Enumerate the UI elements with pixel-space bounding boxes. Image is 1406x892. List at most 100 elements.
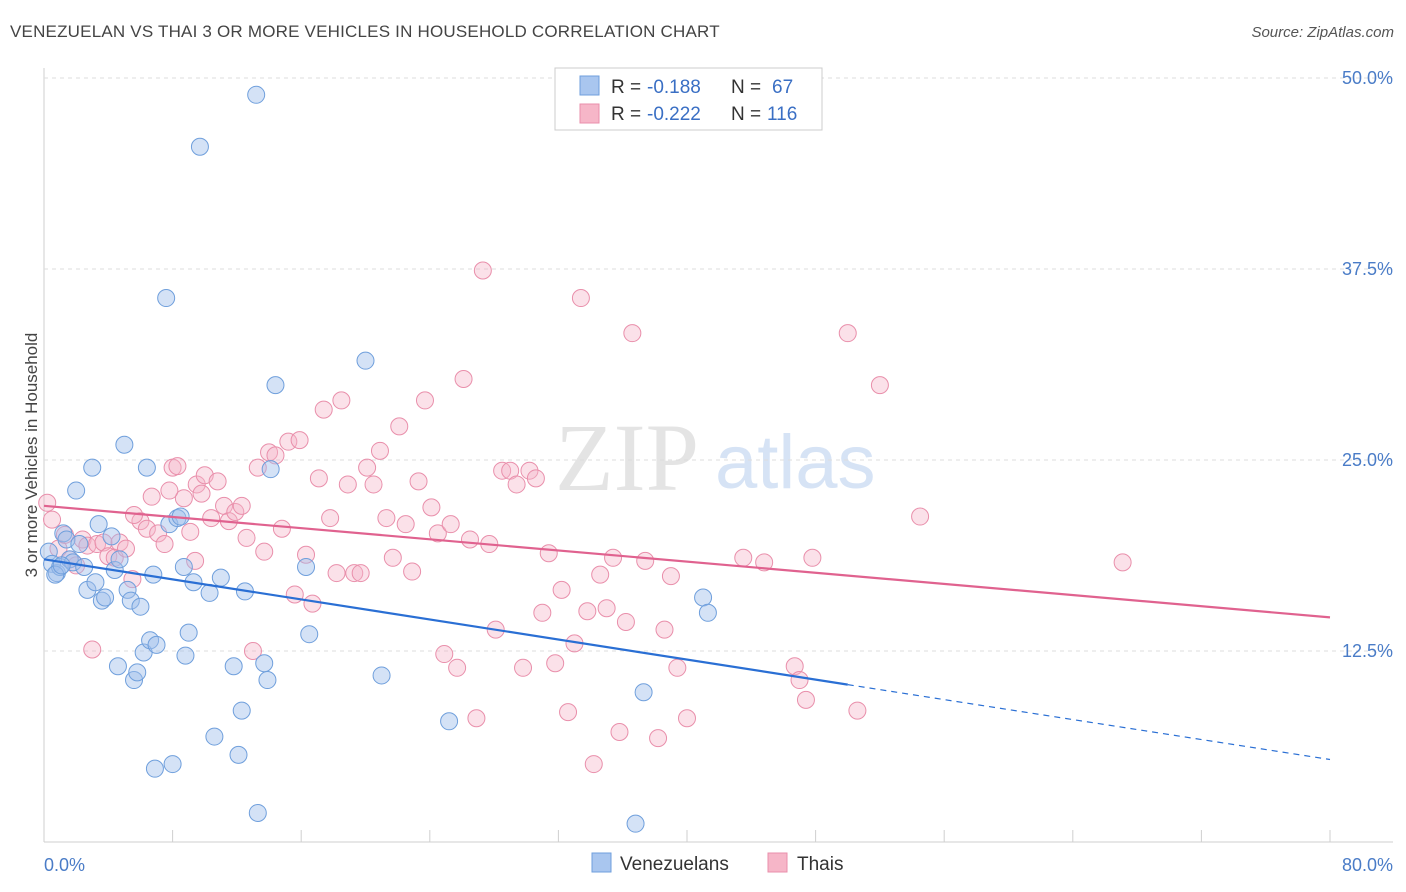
- thais-point: [377, 509, 396, 528]
- venezuelans-point: [258, 671, 277, 690]
- thais-point: [796, 690, 815, 709]
- venezuelans-point: [176, 646, 195, 665]
- legend-r-label-2: R =: [611, 104, 641, 125]
- venezuelans-point: [300, 625, 319, 644]
- thais-point: [272, 519, 291, 538]
- thais-point: [160, 481, 179, 500]
- venezuelans-point: [89, 515, 108, 534]
- thais-point: [192, 484, 211, 503]
- thais-point: [409, 472, 428, 491]
- venezuelans-point: [52, 556, 71, 575]
- venezuelans-point: [46, 565, 65, 584]
- venezuelans-point: [141, 631, 160, 650]
- thais-point: [526, 469, 545, 488]
- thais-point: [539, 544, 558, 563]
- venezuelans-point: [147, 635, 166, 654]
- venezuelans-point: [205, 727, 224, 746]
- legend: R = -0.188 N = 67 R = -0.222 N = 116: [554, 67, 823, 131]
- venezuelans-point: [634, 683, 653, 702]
- thais-point: [591, 565, 610, 584]
- thais-point: [266, 446, 285, 465]
- bottom-legend: Venezuelans Thais: [591, 852, 843, 875]
- thais-trend-line: [43, 504, 1331, 619]
- thais-point: [755, 553, 774, 572]
- venezuelans-point: [372, 666, 391, 685]
- thais-point: [668, 658, 687, 677]
- thais-point: [870, 376, 889, 395]
- venezuelans-point: [102, 527, 121, 546]
- thais-point: [785, 657, 804, 676]
- y-tick-label: 37.5%: [1342, 259, 1393, 279]
- venezuelans-point: [356, 351, 375, 370]
- thais-point: [448, 658, 467, 677]
- bottom-legend-thais: Thais: [797, 854, 843, 875]
- legend-swatch-thais: [579, 103, 600, 124]
- venezuelans-point: [261, 460, 280, 479]
- thais-point: [467, 709, 486, 728]
- thais-point: [460, 530, 479, 549]
- y-tick-label: 50.0%: [1342, 68, 1393, 88]
- venezuelans-point: [694, 588, 713, 607]
- legend-r-value-1: -0.188: [647, 77, 701, 98]
- thais-point: [232, 496, 251, 515]
- thais-point: [636, 551, 655, 570]
- trend-lines: [43, 504, 1331, 761]
- watermark-atlas: atlas: [715, 420, 876, 505]
- thais-point: [559, 703, 578, 722]
- venezuelans-point: [157, 289, 176, 308]
- thais-point: [1113, 553, 1132, 572]
- thais-point: [678, 709, 696, 728]
- chart-title: VENEZUELAN VS THAI 3 OR MORE VEHICLES IN…: [10, 22, 720, 41]
- legend-n-value-2: 116: [767, 104, 797, 125]
- thais-point: [415, 391, 434, 410]
- venezuelans-point: [86, 573, 105, 592]
- thais-point: [83, 640, 102, 659]
- thais-point: [351, 564, 370, 583]
- thais-point: [321, 509, 340, 528]
- venezuelans-point: [229, 745, 248, 764]
- thais-point: [290, 431, 309, 450]
- thais-point: [473, 261, 492, 280]
- thais-point: [137, 519, 156, 538]
- thais-point: [533, 603, 552, 622]
- thais-point: [88, 535, 107, 554]
- thais-point: [604, 548, 623, 567]
- bottom-legend-swatch-thais: [767, 852, 788, 873]
- venezuelans-point: [248, 803, 267, 822]
- y-tick-labels: 12.5% 25.0% 37.5% 50.0%: [1342, 68, 1393, 661]
- legend-n-value-1: 67: [772, 77, 793, 98]
- thais-point: [123, 570, 142, 589]
- venezuelans-point: [224, 657, 243, 676]
- thais-point: [186, 551, 205, 570]
- thais-point: [181, 522, 200, 541]
- venezuelans-trend-extension: [847, 684, 1331, 761]
- venezuelans-point: [67, 481, 86, 500]
- thais-point: [43, 510, 62, 529]
- thais-point: [168, 457, 187, 476]
- legend-n-label-1: N =: [731, 77, 761, 98]
- thais-point: [370, 441, 389, 460]
- thais-point: [616, 612, 635, 631]
- thais-point: [383, 548, 402, 567]
- legend-n-label-2: N =: [731, 104, 761, 125]
- bottom-legend-swatch-venezuelans: [591, 852, 612, 873]
- thais-point: [327, 564, 346, 583]
- venezuelans-point: [131, 597, 150, 616]
- thais-point: [610, 722, 629, 741]
- venezuelans-point: [190, 137, 209, 156]
- thais-point: [390, 417, 409, 436]
- venezuelans-point: [297, 557, 316, 576]
- venezuelans-point: [115, 435, 134, 454]
- thais-point: [597, 599, 616, 618]
- venezuelans-point: [163, 755, 182, 774]
- venezuelans-point: [440, 712, 459, 731]
- x-minor-ticks: [172, 830, 1331, 842]
- venezuelans-point: [92, 591, 111, 610]
- thais-point: [174, 489, 193, 508]
- legend-r-label-1: R =: [611, 77, 641, 98]
- x-tick-min: 0.0%: [44, 855, 85, 875]
- venezuelans-point: [179, 623, 198, 642]
- thais-point: [520, 461, 539, 480]
- thais-point: [38, 493, 57, 512]
- thais-point: [208, 472, 227, 491]
